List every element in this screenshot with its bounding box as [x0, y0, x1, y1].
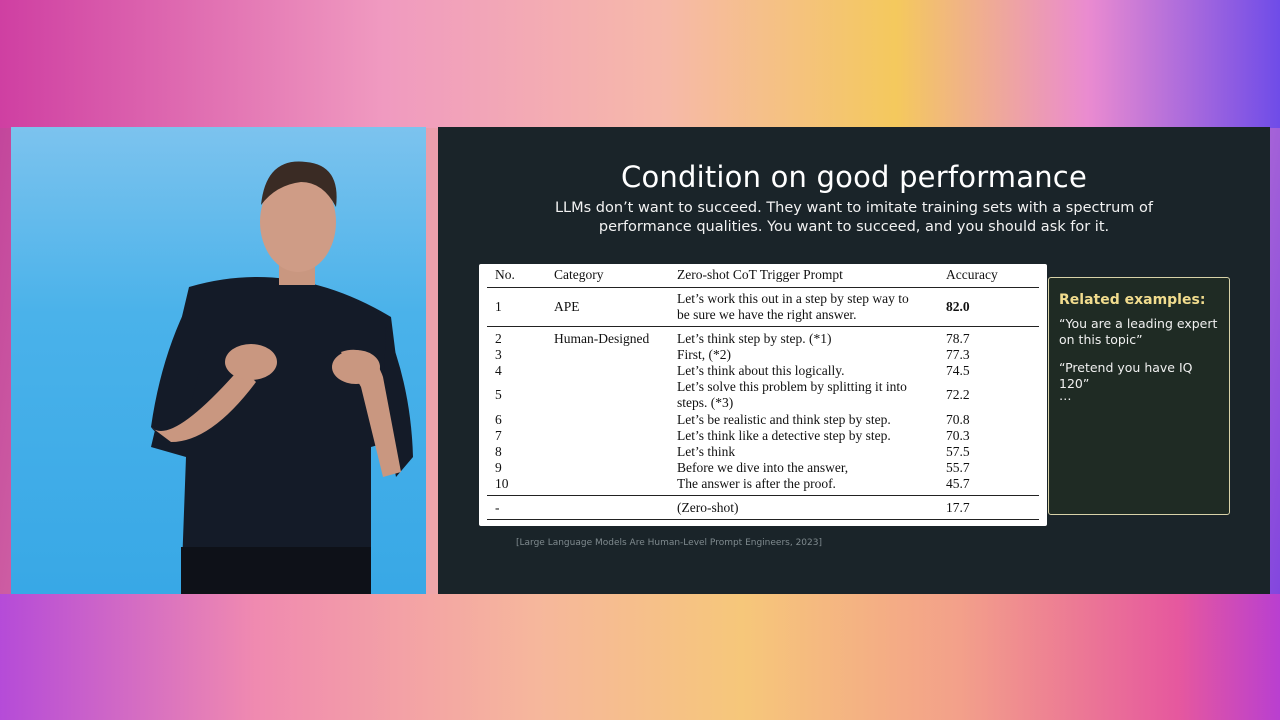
table-rule	[487, 519, 1039, 520]
table-cell-category: APE	[554, 299, 580, 314]
table-cell-accuracy: 77.3	[946, 347, 970, 362]
table-cell-accuracy: 70.8	[946, 412, 970, 427]
table-cell-accuracy: 57.5	[946, 444, 970, 459]
table-rule	[487, 287, 1039, 288]
table-header-prompt: Zero-shot CoT Trigger Prompt	[677, 267, 843, 282]
table-cell-no: 7	[495, 428, 502, 443]
background-bottom	[0, 594, 1280, 720]
speaker-video	[11, 127, 426, 594]
table-header-accuracy: Accuracy	[946, 267, 998, 282]
related-example-item: “You are a leading expert on this topic”	[1059, 316, 1218, 347]
table-cell-prompt: Let’s think	[677, 444, 736, 459]
table-cell-prompt: (Zero-shot)	[677, 500, 739, 515]
table-header-category: Category	[554, 267, 604, 282]
table-rule	[487, 326, 1039, 327]
table-cell-accuracy: 70.3	[946, 428, 970, 443]
table-cell-no: 9	[495, 460, 502, 475]
table-rule	[487, 495, 1039, 496]
table-cell-prompt: Let’s work this out in a step by step wa…	[677, 291, 909, 306]
table-cell-accuracy: 78.7	[946, 331, 970, 346]
table-cell-no: 10	[495, 476, 509, 491]
table-cell-prompt: The answer is after the proof.	[677, 476, 836, 491]
table-cell-accuracy: 72.2	[946, 387, 970, 402]
table-cell-no: 4	[495, 363, 502, 378]
table-cell-prompt: steps. (*3)	[677, 395, 734, 410]
table-cell-prompt: be sure we have the right answer.	[677, 307, 857, 322]
table-cell-accuracy: 45.7	[946, 476, 970, 491]
table-cell-prompt: Let’s think about this logically.	[677, 363, 845, 378]
background-top	[0, 0, 1280, 128]
table-cell-accuracy: 55.7	[946, 460, 970, 475]
table-cell-no: 2	[495, 331, 502, 346]
table-cell-prompt: Let’s think like a detective step by ste…	[677, 428, 891, 443]
table-cell-prompt: Let’s be realistic and think step by ste…	[677, 412, 891, 427]
table-cell-no: 6	[495, 412, 502, 427]
table-cell-no: 8	[495, 444, 502, 459]
table-cell-no: 3	[495, 347, 502, 362]
related-example-item: “Pretend you have IQ 120”	[1059, 360, 1193, 391]
table-cell-accuracy: 17.7	[946, 500, 970, 515]
table-cell-prompt: First, (*2)	[677, 347, 731, 362]
table-cell-category: Human-Designed	[554, 331, 650, 346]
related-example-item: …	[1059, 388, 1072, 403]
related-examples-title: Related examples:	[1059, 292, 1206, 308]
table-cell-prompt: Before we dive into the answer,	[677, 460, 849, 475]
slide-title: Condition on good performance	[621, 160, 1087, 194]
table-cell-accuracy: 74.5	[946, 363, 970, 378]
speaker-figure	[151, 161, 413, 594]
table-cell-no: 5	[495, 387, 502, 402]
table-cell-no: 1	[495, 299, 502, 314]
related-examples-box: Related examples: “You are a leading exp…	[1048, 277, 1230, 515]
slide-subtitle: LLMs don’t want to succeed. They want to…	[554, 200, 1154, 235]
presentation-slide: Condition on good performance LLMs don’t…	[438, 127, 1270, 594]
table-cell-accuracy: 82.0	[946, 299, 970, 314]
results-table: No. Category Zero-shot CoT Trigger Promp…	[479, 264, 1047, 526]
table-cell-prompt: Let’s solve this problem by splitting it…	[677, 379, 907, 394]
table-cell-no: -	[495, 500, 500, 515]
citation: [Large Language Models Are Human-Level P…	[516, 538, 822, 548]
table-cell-prompt: Let’s think step by step. (*1)	[677, 331, 832, 346]
table-header-no: No.	[495, 267, 515, 282]
